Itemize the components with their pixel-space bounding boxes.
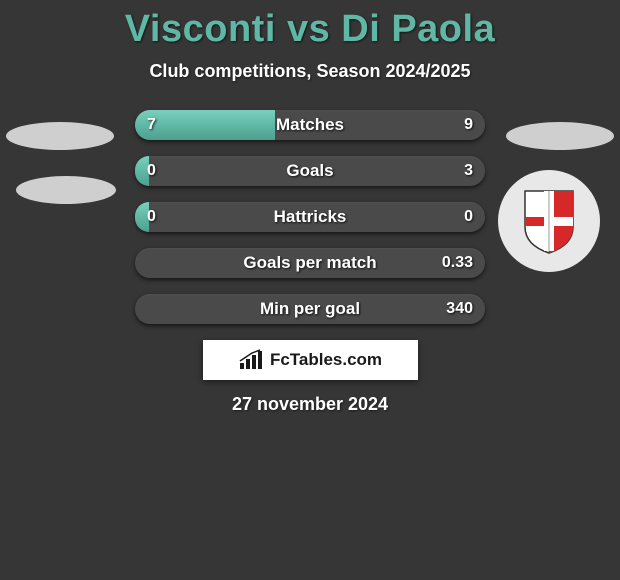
shield-icon bbox=[521, 187, 577, 255]
stat-value-right: 9 bbox=[464, 116, 473, 134]
stat-label: Min per goal bbox=[135, 299, 485, 319]
player-left-placeholder-1 bbox=[6, 122, 114, 150]
stat-label: Goals per match bbox=[135, 253, 485, 273]
club-badge-right bbox=[498, 170, 600, 272]
snapshot-date: 27 november 2024 bbox=[0, 394, 620, 415]
stat-value-right: 0.33 bbox=[442, 254, 473, 272]
stat-row: Goals per match 0.33 bbox=[135, 248, 485, 278]
stat-label: Matches bbox=[135, 115, 485, 135]
stat-row: 0 Goals 3 bbox=[135, 156, 485, 186]
stat-label: Hattricks bbox=[135, 207, 485, 227]
player-right-placeholder-1 bbox=[506, 122, 614, 150]
bars-icon bbox=[238, 349, 264, 371]
stat-value-right: 3 bbox=[464, 162, 473, 180]
stat-row: Min per goal 340 bbox=[135, 294, 485, 324]
stats-bars: 7 Matches 9 0 Goals 3 0 Hattricks 0 Goal… bbox=[135, 110, 485, 324]
page-subtitle: Club competitions, Season 2024/2025 bbox=[0, 61, 620, 82]
source-logo: FcTables.com bbox=[203, 340, 418, 380]
stat-row: 7 Matches 9 bbox=[135, 110, 485, 140]
stat-label: Goals bbox=[135, 161, 485, 181]
player-left-placeholder-2 bbox=[16, 176, 116, 204]
page-title: Visconti vs Di Paola bbox=[0, 0, 620, 51]
stat-value-right: 0 bbox=[464, 208, 473, 226]
stat-row: 0 Hattricks 0 bbox=[135, 202, 485, 232]
source-logo-text: FcTables.com bbox=[270, 350, 382, 370]
stat-value-right: 340 bbox=[446, 300, 473, 318]
